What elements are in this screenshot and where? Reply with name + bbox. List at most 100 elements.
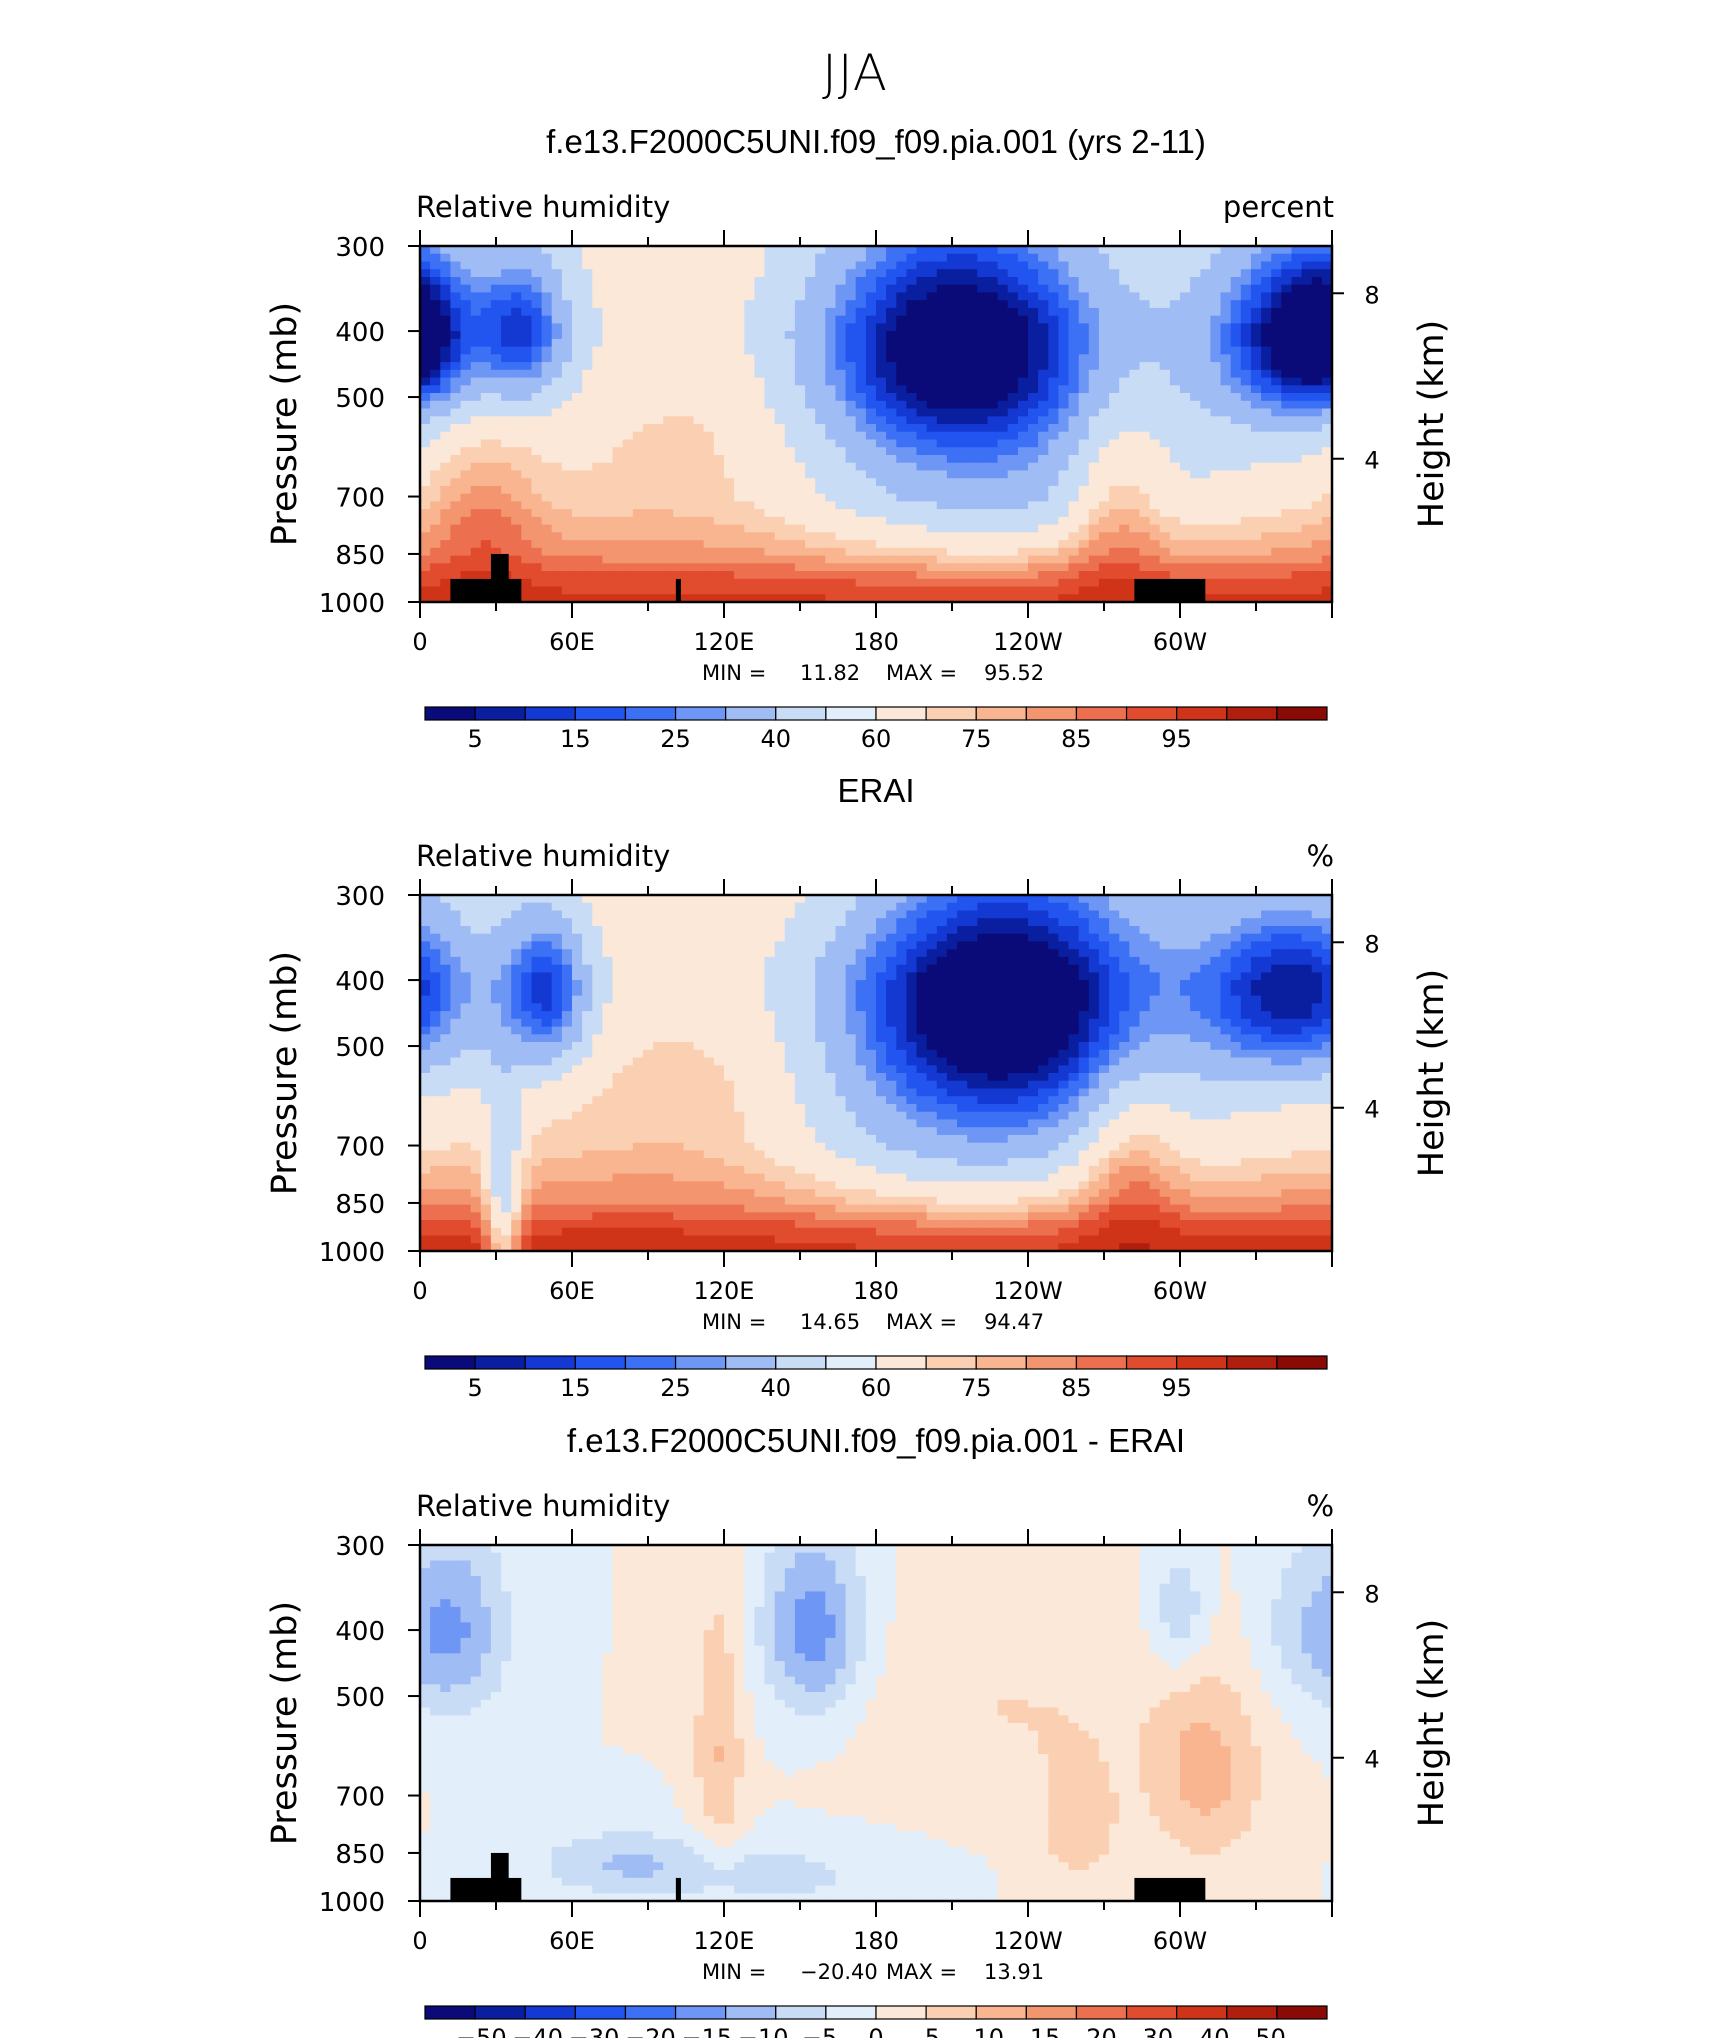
colorbar-swatch	[725, 706, 777, 721]
min-label: MIN =	[702, 1310, 766, 1334]
y-axis-title: Pressure (mb)	[265, 302, 305, 546]
x-tick-label: 60E	[549, 1927, 595, 1955]
colorbar-swatch	[875, 706, 927, 721]
contour-field	[420, 246, 1333, 603]
x-tick-label: 120W	[993, 628, 1063, 656]
y-right-tick-label: 4	[1364, 1096, 1379, 1124]
colorbar-swatch	[725, 2005, 777, 2020]
colorbar-swatch	[825, 706, 877, 721]
colorbar-label: −50	[456, 2024, 507, 2038]
colorbar-swatch	[975, 2005, 1027, 2020]
colorbar-label: −10	[738, 2024, 789, 2038]
colorbar-swatch	[1075, 706, 1128, 721]
colorbar-swatch	[574, 706, 627, 721]
colorbar-label: 15	[1030, 2024, 1061, 2038]
colorbar: 5 15 25 40 60 75 85 95	[424, 1355, 1328, 1402]
colorbar-label: 5	[925, 2024, 940, 2038]
variable-label: Relative humidity	[416, 190, 670, 224]
y-tick-label: 500	[335, 1033, 385, 1063]
x-tick-label: 60W	[1153, 1927, 1207, 1955]
units-label: percent	[1223, 190, 1334, 224]
y-right-tick-label: 8	[1364, 930, 1379, 958]
colorbar-swatch	[624, 2005, 677, 2020]
min-label: MIN =	[702, 661, 766, 685]
colorbar-swatch	[624, 706, 677, 721]
colorbar-swatch	[424, 706, 476, 721]
variable-label: Relative humidity	[416, 839, 670, 873]
colorbar-label: 0	[868, 2024, 883, 2038]
colorbar-swatch	[574, 1355, 627, 1370]
y-axis-title: Pressure (mb)	[265, 1601, 305, 1845]
x-tick-label: 120W	[993, 1927, 1063, 1955]
colorbar-label: 75	[961, 1374, 992, 1402]
topography-mask	[1134, 1877, 1206, 1901]
y-tick-label: 1000	[319, 1888, 385, 1918]
y-tick-label: 400	[335, 967, 385, 997]
x-tick-label: 0	[412, 1927, 427, 1955]
colorbar-swatch	[1176, 2005, 1228, 2020]
x-tick-label: 0	[412, 628, 427, 656]
colorbar-swatch	[825, 1355, 877, 1370]
colorbar-swatch	[1276, 1355, 1328, 1370]
colorbar-swatch	[674, 2005, 727, 2020]
x-tick-label: 60E	[549, 628, 595, 656]
y-tick-label: 400	[335, 1617, 385, 1647]
colorbar-swatch	[474, 1355, 526, 1370]
y-right-tick-label: 8	[1364, 1580, 1379, 1608]
colorbar-swatch	[875, 1355, 927, 1370]
colorbar-label: 60	[861, 1374, 892, 1402]
colorbar-label: 75	[961, 725, 992, 753]
max-value: 94.47	[984, 1310, 1044, 1334]
colorbar-label: 95	[1161, 725, 1192, 753]
units-label: %	[1306, 1489, 1334, 1523]
colorbar-label: 85	[1061, 1374, 1092, 1402]
contour-field	[420, 895, 1333, 1252]
panel-title: ERAI	[837, 772, 914, 809]
max-label: MAX =	[886, 1960, 957, 1984]
topography-mask	[1134, 578, 1206, 602]
y-axis-title: Pressure (mb)	[265, 951, 305, 1195]
colorbar-swatch	[1075, 2005, 1128, 2020]
x-tick-label: 120E	[694, 1927, 755, 1955]
panel-1: f.e13.F2000C5UNI.f09_f09.pia.001 (yrs 2-…	[265, 123, 1452, 753]
colorbar-swatch	[1025, 2005, 1078, 2020]
colorbar-swatch	[424, 2005, 476, 2020]
colorbar: −50 −40 −30 −20 −15 −10 −5 0 5 10 15 20 30 40 50	[424, 2005, 1328, 2038]
y-tick-label: 850	[335, 1840, 385, 1870]
y-tick-label: 1000	[319, 1238, 385, 1268]
colorbar-swatch	[1276, 2005, 1328, 2020]
colorbar-swatch	[925, 1355, 977, 1370]
x-tick-label: 120E	[694, 628, 755, 656]
y-tick-label: 400	[335, 318, 385, 348]
colorbar-swatch	[1226, 706, 1278, 721]
colorbar-swatch	[1075, 1355, 1128, 1370]
y-tick-label: 850	[335, 541, 385, 571]
colorbar-swatch	[574, 2005, 627, 2020]
topography-mask	[490, 553, 509, 602]
y-tick-label: 850	[335, 1190, 385, 1220]
y-tick-label: 300	[335, 1532, 385, 1562]
units-label: %	[1306, 839, 1334, 873]
colorbar-label: −5	[802, 2024, 837, 2038]
panel-3: f.e13.F2000C5UNI.f09_f09.pia.001 - ERAI R…	[265, 1422, 1452, 2038]
colorbar-label: 25	[660, 725, 691, 753]
x-tick-label: 60E	[549, 1277, 595, 1305]
colorbar-swatch	[825, 2005, 877, 2020]
x-tick-label: 60W	[1153, 628, 1207, 656]
colorbar-swatch	[524, 2005, 576, 2020]
colorbar-label: −20	[625, 2024, 676, 2038]
colorbar-swatch	[975, 706, 1027, 721]
panel-title: f.e13.F2000C5UNI.f09_f09.pia.001 - ERAI	[567, 1422, 1185, 1459]
y-tick-label: 700	[335, 484, 385, 514]
x-tick-label: 180	[853, 1277, 899, 1305]
colorbar-label: 40	[761, 1374, 792, 1402]
topography-mask	[450, 578, 522, 602]
colorbar-label: 60	[861, 725, 892, 753]
y-right-axis-title: Height (km)	[1412, 1619, 1452, 1828]
colorbar-swatch	[674, 706, 727, 721]
colorbar-swatch	[474, 2005, 526, 2020]
colorbar-swatch	[775, 1355, 827, 1370]
colorbar-label: 95	[1161, 1374, 1192, 1402]
colorbar-label: 40	[761, 725, 792, 753]
